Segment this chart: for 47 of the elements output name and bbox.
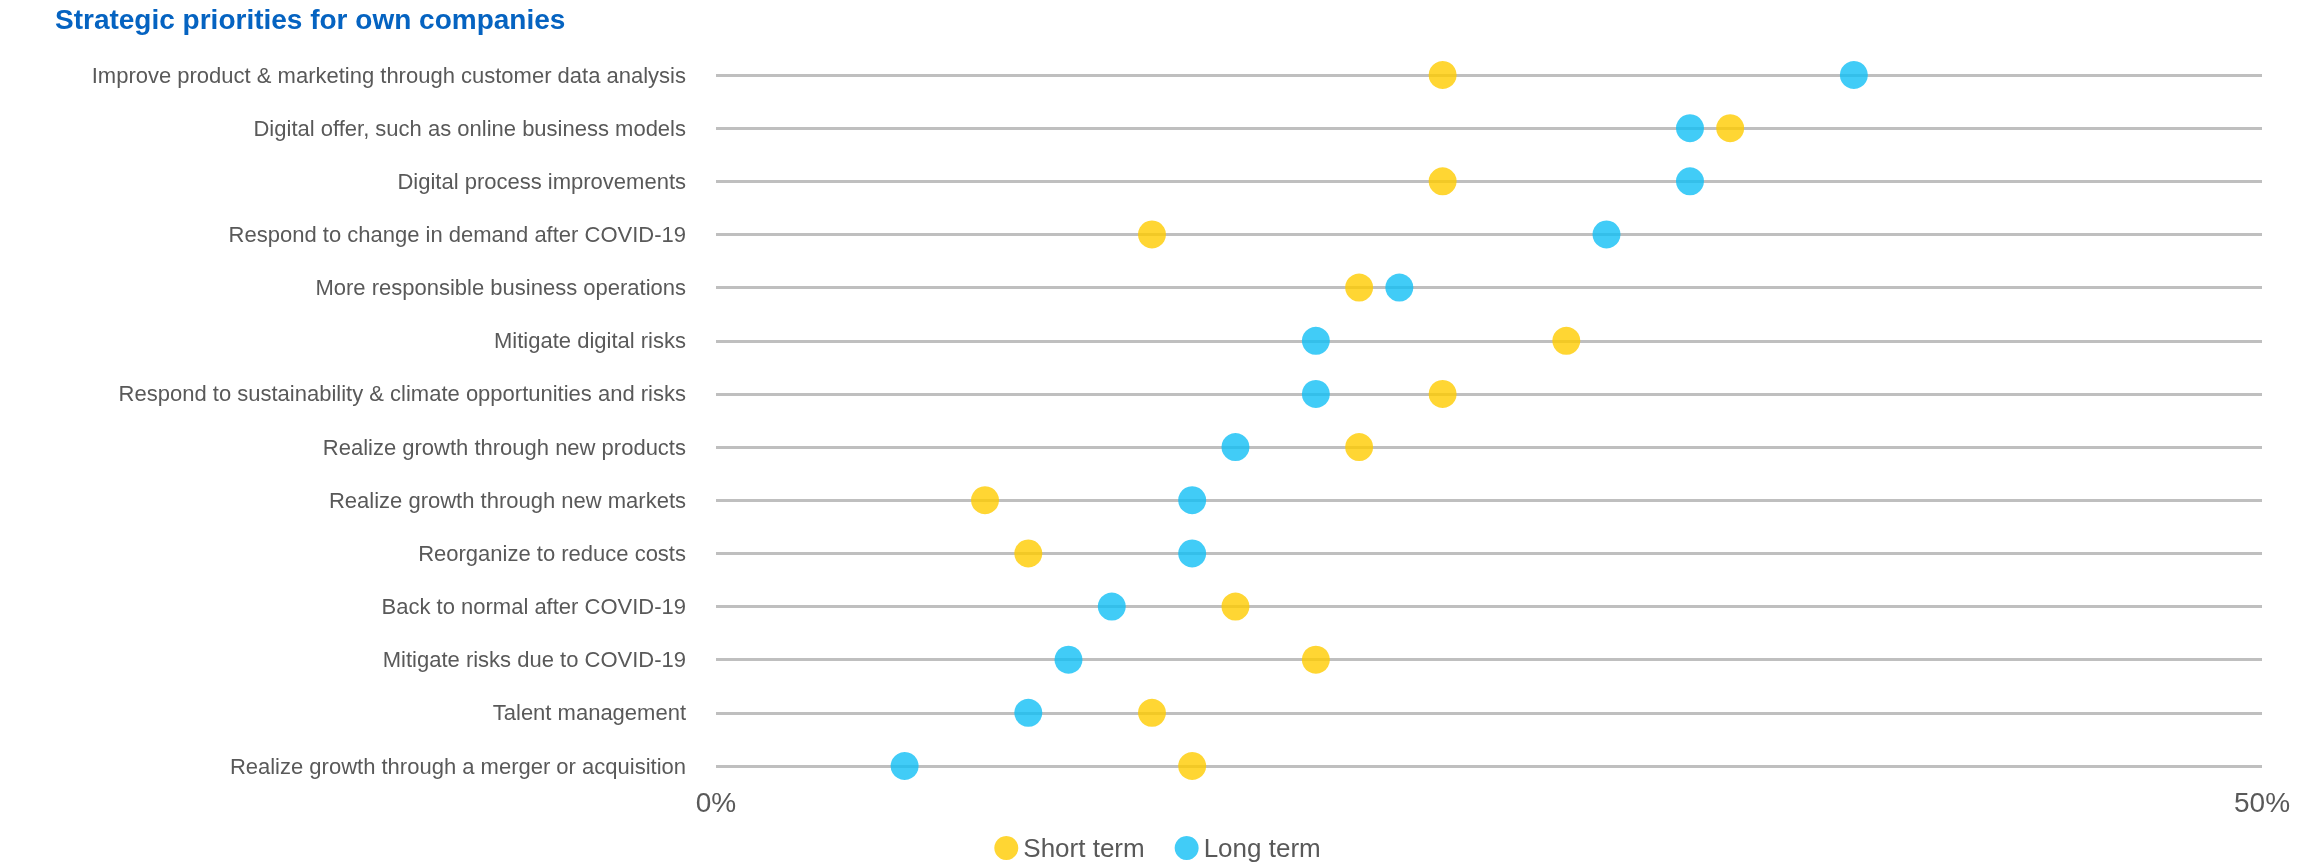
point (1054, 645, 1083, 674)
point (1301, 379, 1330, 408)
y-tick-label: Realize growth through new products (322, 434, 686, 460)
point (1221, 433, 1250, 462)
point (1385, 273, 1414, 302)
y-tick-label: Respond to sustainability & climate opportunities and risks (118, 381, 686, 407)
y-tick-label: Reorganize to reduce costs (418, 540, 686, 566)
point (1301, 645, 1330, 674)
point (1014, 539, 1043, 568)
point (1221, 592, 1250, 621)
point (1428, 61, 1457, 89)
point (1676, 167, 1704, 196)
legend-label: Short term (1023, 833, 1145, 863)
point (1592, 220, 1621, 249)
legend-label: Long term (1203, 833, 1321, 863)
y-tick-label: Realize growth through a merger or acquisition (229, 753, 686, 779)
y-tick-label: Improve product & marketing through customer data analysis (91, 62, 686, 88)
point (1345, 433, 1374, 462)
point (1839, 61, 1868, 89)
point (1014, 698, 1043, 727)
point (1716, 114, 1745, 143)
point (1676, 114, 1704, 143)
point (1178, 539, 1207, 568)
text: Strategic priorities for own companies (55, 3, 566, 35)
y-tick-label: Mitigate risks due to COVID-19 (382, 647, 686, 673)
point (1301, 326, 1330, 355)
point (1138, 698, 1166, 727)
y-tick-label: Realize growth through new markets (328, 487, 686, 513)
y-tick-label: More responsible business operations (315, 275, 686, 301)
point (1428, 379, 1457, 408)
y-tick-label: Talent management (492, 700, 686, 726)
y-tick-label: Digital offer, such as online business models (253, 115, 686, 141)
point (1178, 752, 1207, 780)
point (1097, 592, 1126, 621)
y-tick-label: Mitigate digital risks (494, 328, 686, 354)
y-tick-label: Back to normal after COVID-19 (381, 594, 686, 620)
y-tick-label: Digital process improvements (397, 168, 686, 194)
x-tick-label: 0% (695, 786, 737, 818)
point (1178, 486, 1207, 515)
point (1428, 167, 1457, 196)
point (971, 486, 999, 515)
point (1138, 220, 1166, 249)
point (890, 752, 919, 780)
y-tick-label: Respond to change in demand after COVID-19 (228, 221, 686, 247)
point (1552, 326, 1581, 355)
point (1345, 273, 1374, 302)
x-tick-label: 50% (2233, 786, 2291, 818)
